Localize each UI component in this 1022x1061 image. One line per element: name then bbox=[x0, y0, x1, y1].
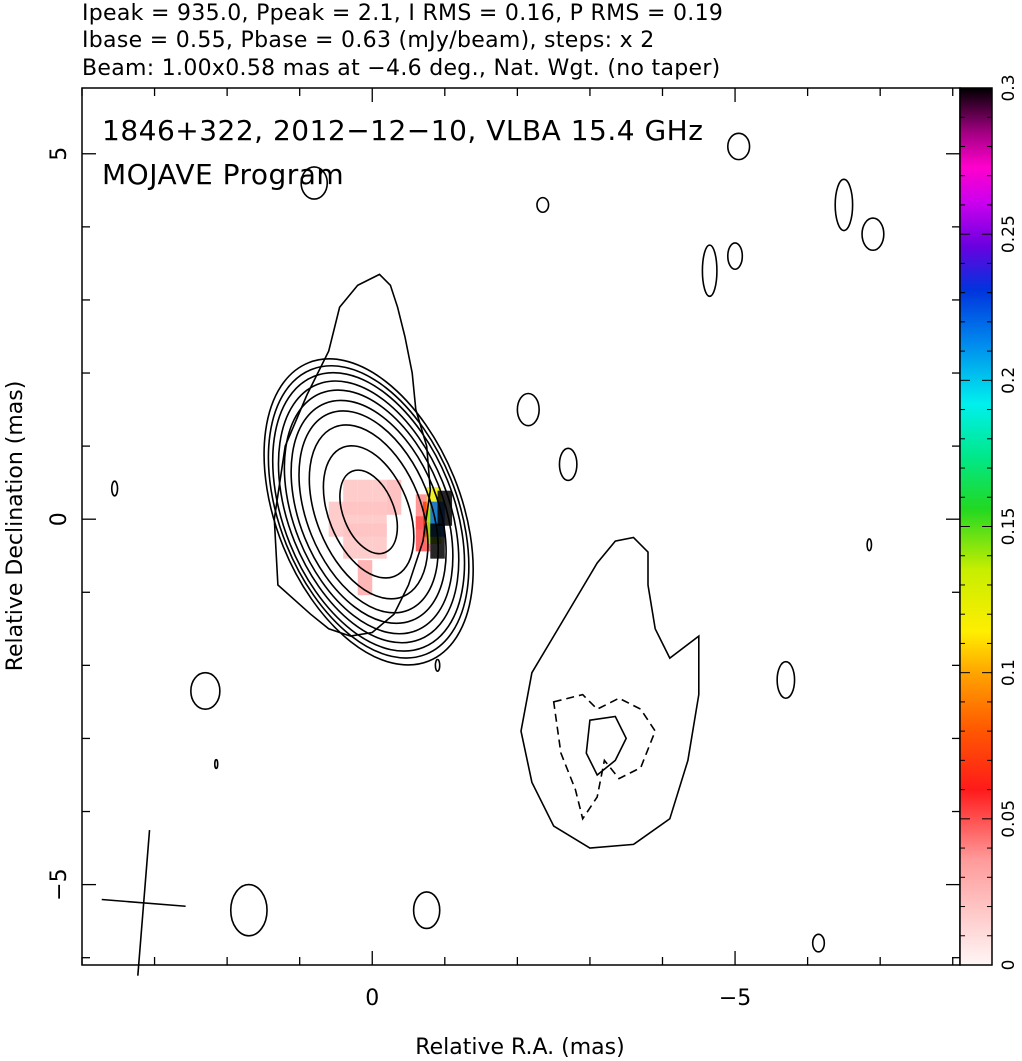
noise-contour bbox=[434, 658, 441, 673]
jet-negative-contour bbox=[552, 693, 657, 821]
jet-inner-contour bbox=[585, 715, 628, 777]
noise-contour bbox=[536, 196, 550, 214]
plot-frame bbox=[81, 87, 961, 966]
noise-contour bbox=[516, 392, 540, 427]
y-axis-label: Relative Declination (mas) bbox=[3, 381, 28, 672]
noise-contour bbox=[834, 178, 854, 232]
chart-subtitle: MOJAVE Program bbox=[102, 158, 344, 191]
colorbar-ticks: 0 0.05 0.1 0.15 0.2 0.25 0.3 bbox=[960, 74, 1019, 970]
header-line-base: Ibase = 0.55, Pbase = 0.63 (mJy/beam), s… bbox=[82, 28, 655, 53]
header-line-peak: Ipeak = 935.0, Ppeak = 2.1, I RMS = 0.16… bbox=[82, 1, 723, 26]
core-contour bbox=[298, 410, 440, 614]
contour-layer bbox=[101, 132, 885, 976]
jet-outer-contour bbox=[520, 536, 700, 849]
noise-contour bbox=[213, 758, 219, 770]
x-tick-label: −5 bbox=[719, 986, 751, 1011]
header-line-beam: Beam: 1.00x0.58 mas at −4.6 deg., Nat. W… bbox=[82, 56, 721, 81]
polarization-pixel bbox=[372, 479, 387, 515]
beam-minor-axis bbox=[101, 898, 186, 908]
noise-contour bbox=[701, 244, 718, 298]
noise-contour bbox=[558, 447, 578, 482]
polarization-pixel bbox=[357, 479, 373, 515]
x-axis-label: Relative R.A. (mas) bbox=[415, 1035, 624, 1060]
core-contour bbox=[283, 389, 454, 635]
y-tick-label: −5 bbox=[47, 868, 72, 900]
colorbar-tick-label: 0.3 bbox=[999, 74, 1019, 101]
y-tick-label: 0 bbox=[47, 512, 72, 526]
core-contour bbox=[271, 371, 466, 652]
frame-layer: 0 −5 5 0 −5 bbox=[47, 87, 961, 1011]
noise-contour bbox=[861, 217, 885, 252]
polarization-pixel bbox=[386, 479, 402, 515]
polarization-pixel bbox=[357, 523, 373, 559]
core-contour bbox=[322, 444, 415, 579]
colorbar-tick-label: 0.1 bbox=[999, 659, 1019, 686]
noise-contour bbox=[300, 166, 329, 200]
colorbar-tick-label: 0.15 bbox=[999, 508, 1019, 546]
x-tick-label: 0 bbox=[365, 986, 379, 1011]
polarization-pixel bbox=[372, 523, 387, 559]
colorbar-tick-label: 0.05 bbox=[999, 800, 1019, 838]
colorbar-tick-label: 0 bbox=[999, 960, 1019, 971]
polarization-pixel bbox=[343, 523, 358, 559]
noise-contour bbox=[412, 891, 441, 930]
y-tick-label: 5 bbox=[47, 147, 72, 161]
noise-contour bbox=[727, 132, 751, 161]
core-contour bbox=[290, 399, 447, 625]
core-contour bbox=[277, 380, 460, 644]
noise-contour bbox=[866, 538, 873, 552]
core-outer-contour bbox=[273, 273, 432, 637]
colorbar-tick-label: 0.2 bbox=[999, 367, 1019, 394]
noise-contour bbox=[811, 933, 826, 953]
noise-contour bbox=[727, 242, 744, 271]
noise-contour bbox=[229, 883, 268, 937]
colorbar-tick-label: 0.25 bbox=[999, 215, 1019, 253]
polarization-pixel bbox=[343, 479, 358, 515]
noise-contour bbox=[776, 660, 796, 700]
core-contour bbox=[339, 469, 399, 555]
chart-title: 1846+322, 2012−12−10, VLBA 15.4 GHz bbox=[102, 114, 703, 147]
core-contour bbox=[263, 358, 474, 666]
noise-contour bbox=[110, 480, 119, 497]
noise-contour bbox=[190, 671, 221, 711]
core-contour bbox=[267, 364, 470, 659]
